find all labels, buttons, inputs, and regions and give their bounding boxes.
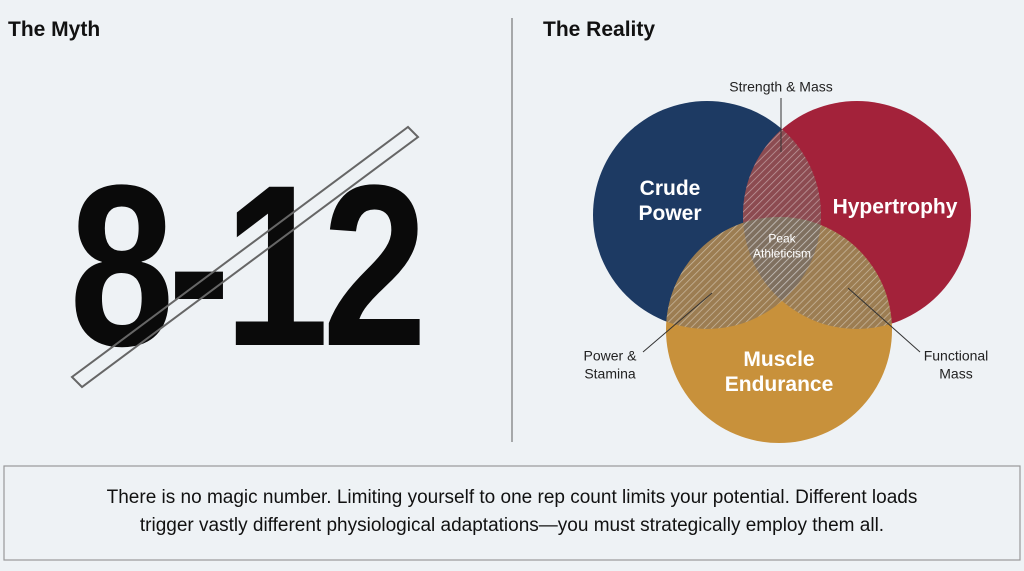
- overlap-label: Power &: [584, 348, 638, 364]
- overlap: [666, 217, 821, 329]
- overlap: [743, 217, 892, 329]
- reality-title: The Reality: [543, 18, 655, 41]
- overlap-hatch: [743, 217, 892, 329]
- overlap-label: Strength & Mass: [729, 79, 833, 95]
- overlap-hatch: [666, 217, 821, 329]
- overlap-label: Functional: [924, 348, 989, 364]
- circle-label: Crude: [640, 177, 701, 200]
- circle-label: Muscle: [743, 348, 814, 371]
- leader-line: [642, 292, 713, 353]
- footer-box: [3, 465, 1021, 561]
- overlap-label: Mass: [939, 366, 972, 382]
- circle-label: Hypertrophy: [833, 196, 958, 219]
- overlap-label: Peak: [768, 232, 796, 246]
- myth-title: The Myth: [8, 18, 100, 41]
- circle-label: Power: [638, 202, 701, 225]
- footer-line: There is no magic number. Limiting yours…: [107, 487, 918, 508]
- leader-line: [847, 287, 921, 353]
- strike-through: [70, 125, 420, 389]
- footer: There is no magic number. Limiting yours…: [107, 487, 918, 536]
- circle-label: Endurance: [725, 373, 834, 396]
- footer-line: trigger vastly different physiological a…: [140, 515, 884, 536]
- overlap-label: Stamina: [584, 366, 636, 382]
- overlap-label: Athleticism: [753, 247, 811, 261]
